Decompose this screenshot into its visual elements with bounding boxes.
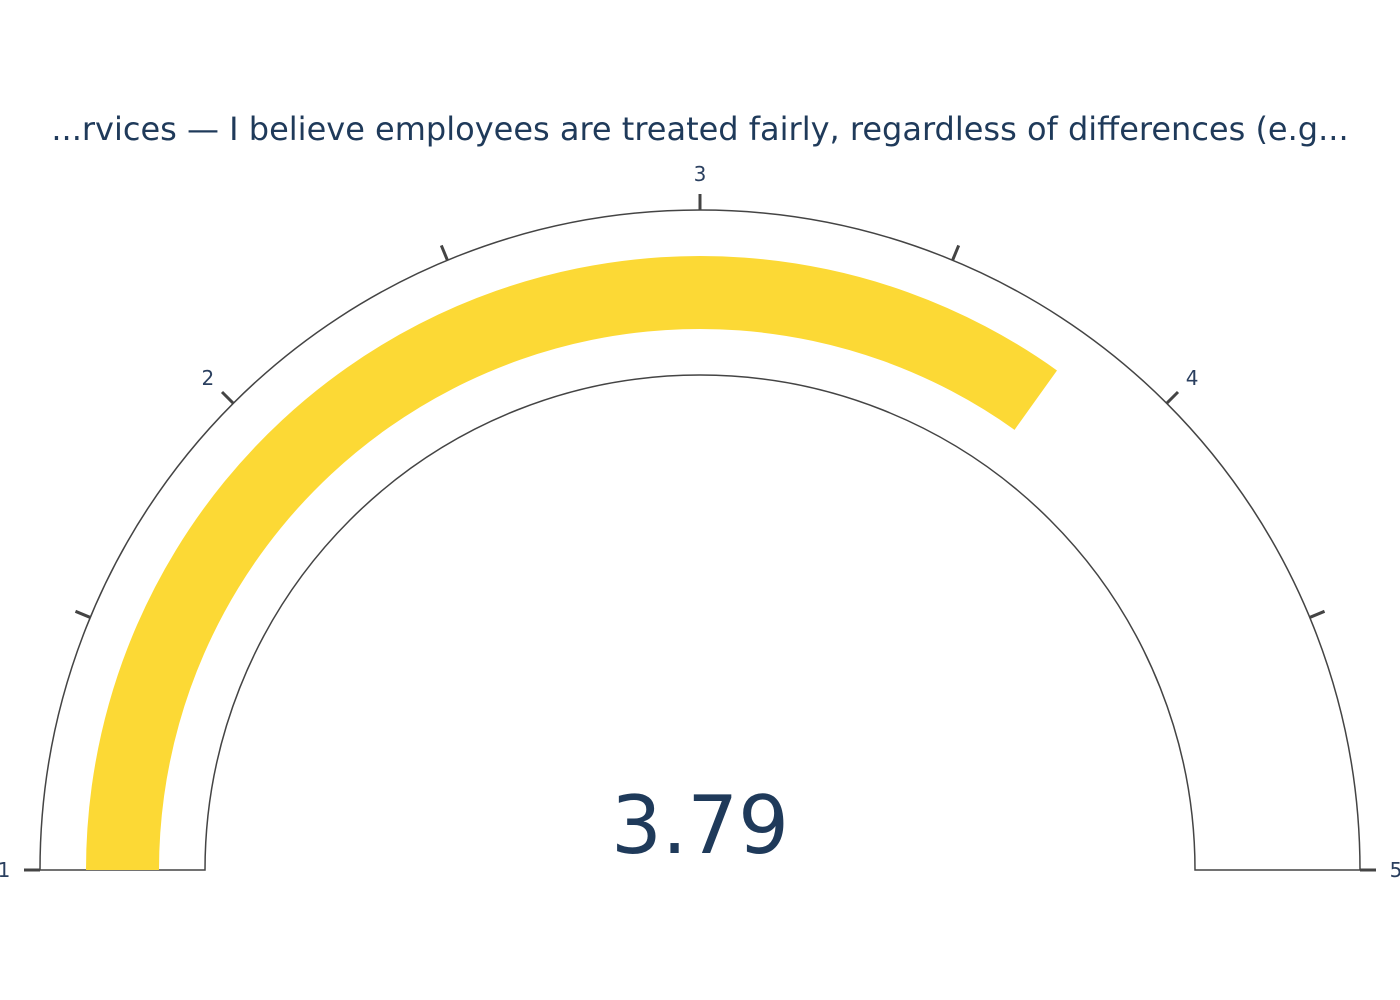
gauge-tick (220, 390, 235, 405)
gauge-value: 3.79 (611, 779, 789, 872)
gauge-tick (439, 244, 449, 261)
chart-title: ...rvices — I believe employees are trea… (51, 110, 1348, 148)
gauge-tick (951, 244, 961, 261)
gauge-tick-label: 4 (1186, 366, 1199, 390)
gauge-tick (1309, 609, 1326, 619)
gauge-value-bar (86, 255, 1057, 870)
gauge-tick-label: 1 (0, 858, 10, 882)
gauge-tick-label: 2 (201, 366, 214, 390)
gauge-ticks (24, 194, 1376, 872)
gauge-tick (1165, 390, 1180, 405)
gauge-tick-label: 3 (694, 162, 707, 186)
gauge-tick (74, 609, 91, 619)
gauge-tick-labels: 1 2 3 4 5 (0, 162, 1400, 882)
gauge-tick-label: 5 (1390, 858, 1400, 882)
